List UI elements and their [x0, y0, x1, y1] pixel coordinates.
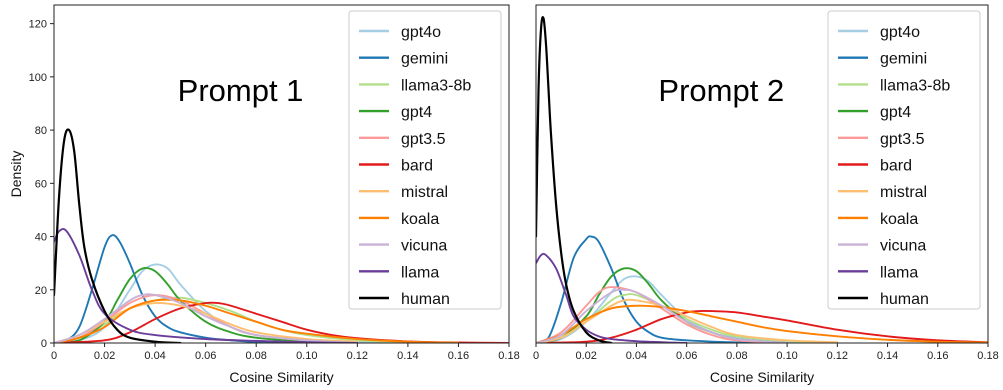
- legend-label: gpt3.5: [880, 131, 925, 148]
- x-tick-label: 0.10: [776, 350, 797, 362]
- series-line-llama3-8b: [536, 293, 839, 343]
- legend-item-mistral: mistral: [838, 184, 927, 201]
- legend-label: gpt4: [401, 104, 432, 121]
- legend-item-gpt3-5: gpt3.5: [838, 131, 925, 148]
- x-tick-label: 0.16: [927, 350, 948, 362]
- legend-label: mistral: [401, 184, 448, 201]
- legend-label: vicuna: [401, 238, 447, 255]
- legend-item-vicuna: vicuna: [359, 238, 447, 255]
- x-tick-label: 0.06: [195, 350, 216, 362]
- series-line-mistral: [536, 298, 839, 343]
- x-tick-label: 0: [51, 350, 57, 362]
- legend-item-koala: koala: [359, 211, 439, 228]
- legend: gpt4o gemini llama3-8b gpt4 gpt3.5 bard mistra…: [827, 10, 981, 310]
- y-tick-label: 60: [35, 178, 47, 190]
- legend-item-gemini: gemini: [838, 51, 927, 68]
- legend-item-llama: llama: [838, 264, 918, 281]
- x-tick-label: 0.18: [977, 350, 998, 362]
- legend-item-koala: koala: [838, 211, 918, 228]
- x-tick-label: 0.04: [626, 350, 647, 362]
- series-line-koala: [54, 298, 460, 343]
- legend-label: gemini: [880, 51, 927, 68]
- legend-label: gpt4: [880, 104, 911, 121]
- series-line-human: [54, 128, 182, 343]
- x-tick-label: 0.18: [498, 350, 519, 362]
- legend-label: gpt3.5: [401, 131, 446, 148]
- x-tick-label: 0.02: [94, 350, 115, 362]
- legend-item-llama: llama: [359, 264, 439, 281]
- x-tick-label: 0.08: [726, 350, 747, 362]
- plot-frame: [535, 4, 989, 344]
- series-line-vicuna: [54, 293, 359, 343]
- series-line-vicuna: [536, 288, 789, 343]
- legend-item-bard: bard: [359, 158, 433, 175]
- x-axis-label: Cosine Similarity: [229, 369, 333, 385]
- x-tick-label: 0.06: [676, 350, 697, 362]
- legend-item-llama3-8b: llama3-8b: [838, 77, 950, 94]
- legend-label: koala: [880, 211, 918, 228]
- legend-item-gpt4: gpt4: [838, 104, 911, 121]
- y-tick-label: 20: [35, 285, 47, 297]
- legend-label: vicuna: [880, 238, 926, 255]
- series-line-bard: [536, 309, 988, 343]
- series-line-gpt4o: [536, 275, 839, 343]
- legend-label: llama3-8b: [401, 77, 471, 94]
- legend-item-bard: bard: [838, 158, 912, 175]
- legend-label: llama: [401, 264, 439, 281]
- legend-item-gpt4o: gpt4o: [838, 24, 920, 41]
- series-line-human: [536, 16, 613, 343]
- legend-item-vicuna: vicuna: [838, 238, 926, 255]
- legend-label: human: [401, 291, 450, 308]
- panel-title: Prompt 2: [658, 73, 784, 108]
- legend-label: koala: [401, 211, 439, 228]
- y-tick-label: 0: [41, 338, 47, 350]
- panel-title: Prompt 1: [178, 73, 304, 108]
- legend-item-gpt4: gpt4: [359, 104, 432, 121]
- legend-item-human: human: [359, 291, 450, 308]
- x-tick-label: 0.16: [448, 350, 469, 362]
- legend: gpt4o gemini llama3-8b gpt4 gpt3.5 bard mistra…: [348, 10, 502, 310]
- plot-frame: [53, 4, 510, 344]
- x-tick-label: 0.12: [347, 350, 368, 362]
- legend-label: mistral: [880, 184, 927, 201]
- legend-item-gpt3-5: gpt3.5: [359, 131, 446, 148]
- legend-item-llama3-8b: llama3-8b: [359, 77, 471, 94]
- y-tick-label: 120: [29, 19, 47, 31]
- x-tick-label: 0.10: [296, 350, 317, 362]
- legend-label: gpt4o: [401, 24, 441, 41]
- x-tick-label: 0.02: [576, 350, 597, 362]
- y-tick-label: 80: [35, 125, 47, 137]
- x-tick-label: 0.04: [144, 350, 165, 362]
- y-axis-label: Density: [8, 151, 24, 198]
- x-tick-label: 0.08: [246, 350, 267, 362]
- x-tick-label: 0.14: [397, 350, 418, 362]
- legend-item-mistral: mistral: [359, 184, 448, 201]
- x-tick-label: 0.12: [827, 350, 848, 362]
- y-tick-label: 40: [35, 232, 47, 244]
- legend-item-human: human: [838, 291, 929, 308]
- legend-label: gemini: [401, 51, 448, 68]
- series-lines: [536, 16, 988, 343]
- series-line-koala: [536, 304, 988, 343]
- series-line-mistral: [54, 302, 359, 343]
- x-tick-label: 0.14: [877, 350, 898, 362]
- legend-label: gpt4o: [880, 24, 920, 41]
- legend-label: human: [880, 291, 929, 308]
- chart-panel-1: 0 0.02 0.04 0.06 0.08 0.10 0.12 0.14 0.16 0.18 0 20…: [8, 4, 520, 385]
- x-tick-label: 0: [533, 350, 539, 362]
- legend-item-gemini: gemini: [359, 51, 448, 68]
- x-axis-label: Cosine Similarity: [710, 369, 814, 385]
- legend-label: llama: [880, 264, 918, 281]
- legend-label: bard: [880, 158, 912, 175]
- legend-item-gpt4o: gpt4o: [359, 24, 441, 41]
- series-lines: [54, 128, 509, 343]
- legend-label: bard: [401, 158, 433, 175]
- chart-panel-2: 0 0.02 0.04 0.06 0.08 0.10 0.12 0.14 0.16 0.18 Cos…: [533, 4, 999, 385]
- series-line-llama: [54, 228, 359, 343]
- legend-label: llama3-8b: [880, 77, 950, 94]
- y-tick-label: 100: [29, 72, 47, 84]
